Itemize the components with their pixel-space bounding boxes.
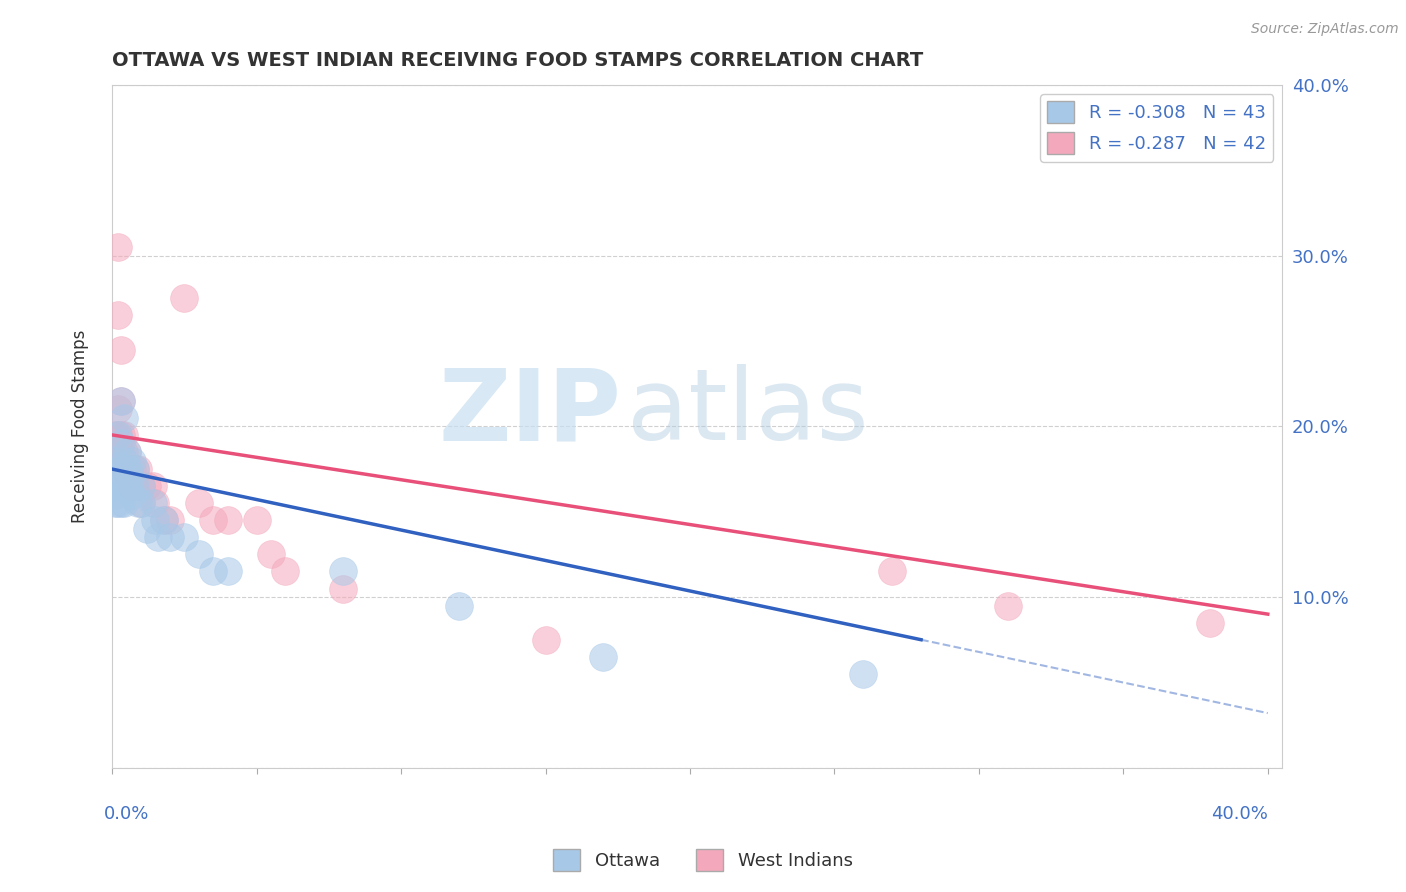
- Point: [104, 488, 127, 502]
- Point: [107, 402, 129, 417]
- Point: [107, 462, 129, 476]
- Point: [121, 453, 143, 467]
- Point: [104, 453, 127, 467]
- Point: [107, 428, 129, 442]
- Text: OTTAWA VS WEST INDIAN RECEIVING FOOD STAMPS CORRELATION CHART: OTTAWA VS WEST INDIAN RECEIVING FOOD STA…: [112, 51, 924, 70]
- Point: [202, 565, 225, 579]
- Point: [115, 462, 138, 476]
- Point: [112, 453, 135, 467]
- Point: [107, 428, 129, 442]
- Point: [112, 496, 135, 510]
- Point: [124, 462, 146, 476]
- Point: [107, 309, 129, 323]
- Point: [121, 488, 143, 502]
- Point: [124, 462, 146, 476]
- Point: [882, 565, 904, 579]
- Point: [110, 479, 132, 493]
- Point: [145, 513, 167, 527]
- Point: [447, 599, 470, 613]
- Text: Source: ZipAtlas.com: Source: ZipAtlas.com: [1251, 22, 1399, 37]
- Point: [110, 343, 132, 357]
- Point: [173, 292, 195, 306]
- Point: [112, 479, 135, 493]
- Point: [173, 530, 195, 544]
- Text: 40.0%: 40.0%: [1211, 805, 1268, 823]
- Point: [274, 565, 297, 579]
- Text: atlas: atlas: [627, 364, 869, 461]
- Point: [110, 436, 132, 450]
- Point: [112, 428, 135, 442]
- Point: [534, 632, 557, 647]
- Point: [127, 462, 149, 476]
- Point: [112, 410, 135, 425]
- Point: [159, 530, 181, 544]
- Point: [110, 393, 132, 408]
- Text: ZIP: ZIP: [439, 364, 621, 461]
- Point: [115, 462, 138, 476]
- Point: [104, 428, 127, 442]
- Point: [110, 462, 132, 476]
- Point: [110, 428, 132, 442]
- Point: [104, 462, 127, 476]
- Point: [187, 496, 209, 510]
- Point: [118, 462, 141, 476]
- Point: [121, 479, 143, 493]
- Y-axis label: Receiving Food Stamps: Receiving Food Stamps: [72, 330, 89, 523]
- Point: [129, 496, 152, 510]
- Point: [153, 513, 176, 527]
- Point: [129, 496, 152, 510]
- Point: [145, 496, 167, 510]
- Point: [121, 462, 143, 476]
- Point: [1199, 615, 1222, 630]
- Point: [997, 599, 1019, 613]
- Point: [129, 479, 152, 493]
- Point: [124, 479, 146, 493]
- Point: [110, 445, 132, 459]
- Point: [110, 496, 132, 510]
- Point: [332, 582, 354, 596]
- Point: [592, 649, 614, 664]
- Point: [112, 445, 135, 459]
- Point: [202, 513, 225, 527]
- Point: [142, 496, 165, 510]
- Point: [129, 479, 152, 493]
- Point: [104, 496, 127, 510]
- Point: [104, 445, 127, 459]
- Point: [107, 240, 129, 254]
- Point: [332, 565, 354, 579]
- Point: [110, 393, 132, 408]
- Point: [104, 470, 127, 484]
- Point: [135, 479, 157, 493]
- Point: [217, 513, 239, 527]
- Point: [112, 462, 135, 476]
- Point: [246, 513, 269, 527]
- Point: [115, 445, 138, 459]
- Legend: Ottawa, West Indians: Ottawa, West Indians: [546, 842, 860, 879]
- Point: [153, 513, 176, 527]
- Point: [107, 496, 129, 510]
- Point: [159, 513, 181, 527]
- Point: [115, 445, 138, 459]
- Point: [115, 479, 138, 493]
- Point: [217, 565, 239, 579]
- Point: [118, 479, 141, 493]
- Point: [118, 462, 141, 476]
- Legend: R = -0.308   N = 43, R = -0.287   N = 42: R = -0.308 N = 43, R = -0.287 N = 42: [1040, 95, 1274, 161]
- Point: [127, 496, 149, 510]
- Point: [187, 548, 209, 562]
- Point: [148, 530, 170, 544]
- Point: [124, 479, 146, 493]
- Point: [260, 548, 283, 562]
- Point: [142, 479, 165, 493]
- Text: 0.0%: 0.0%: [104, 805, 149, 823]
- Point: [107, 479, 129, 493]
- Point: [118, 479, 141, 493]
- Point: [135, 522, 157, 536]
- Point: [852, 666, 875, 681]
